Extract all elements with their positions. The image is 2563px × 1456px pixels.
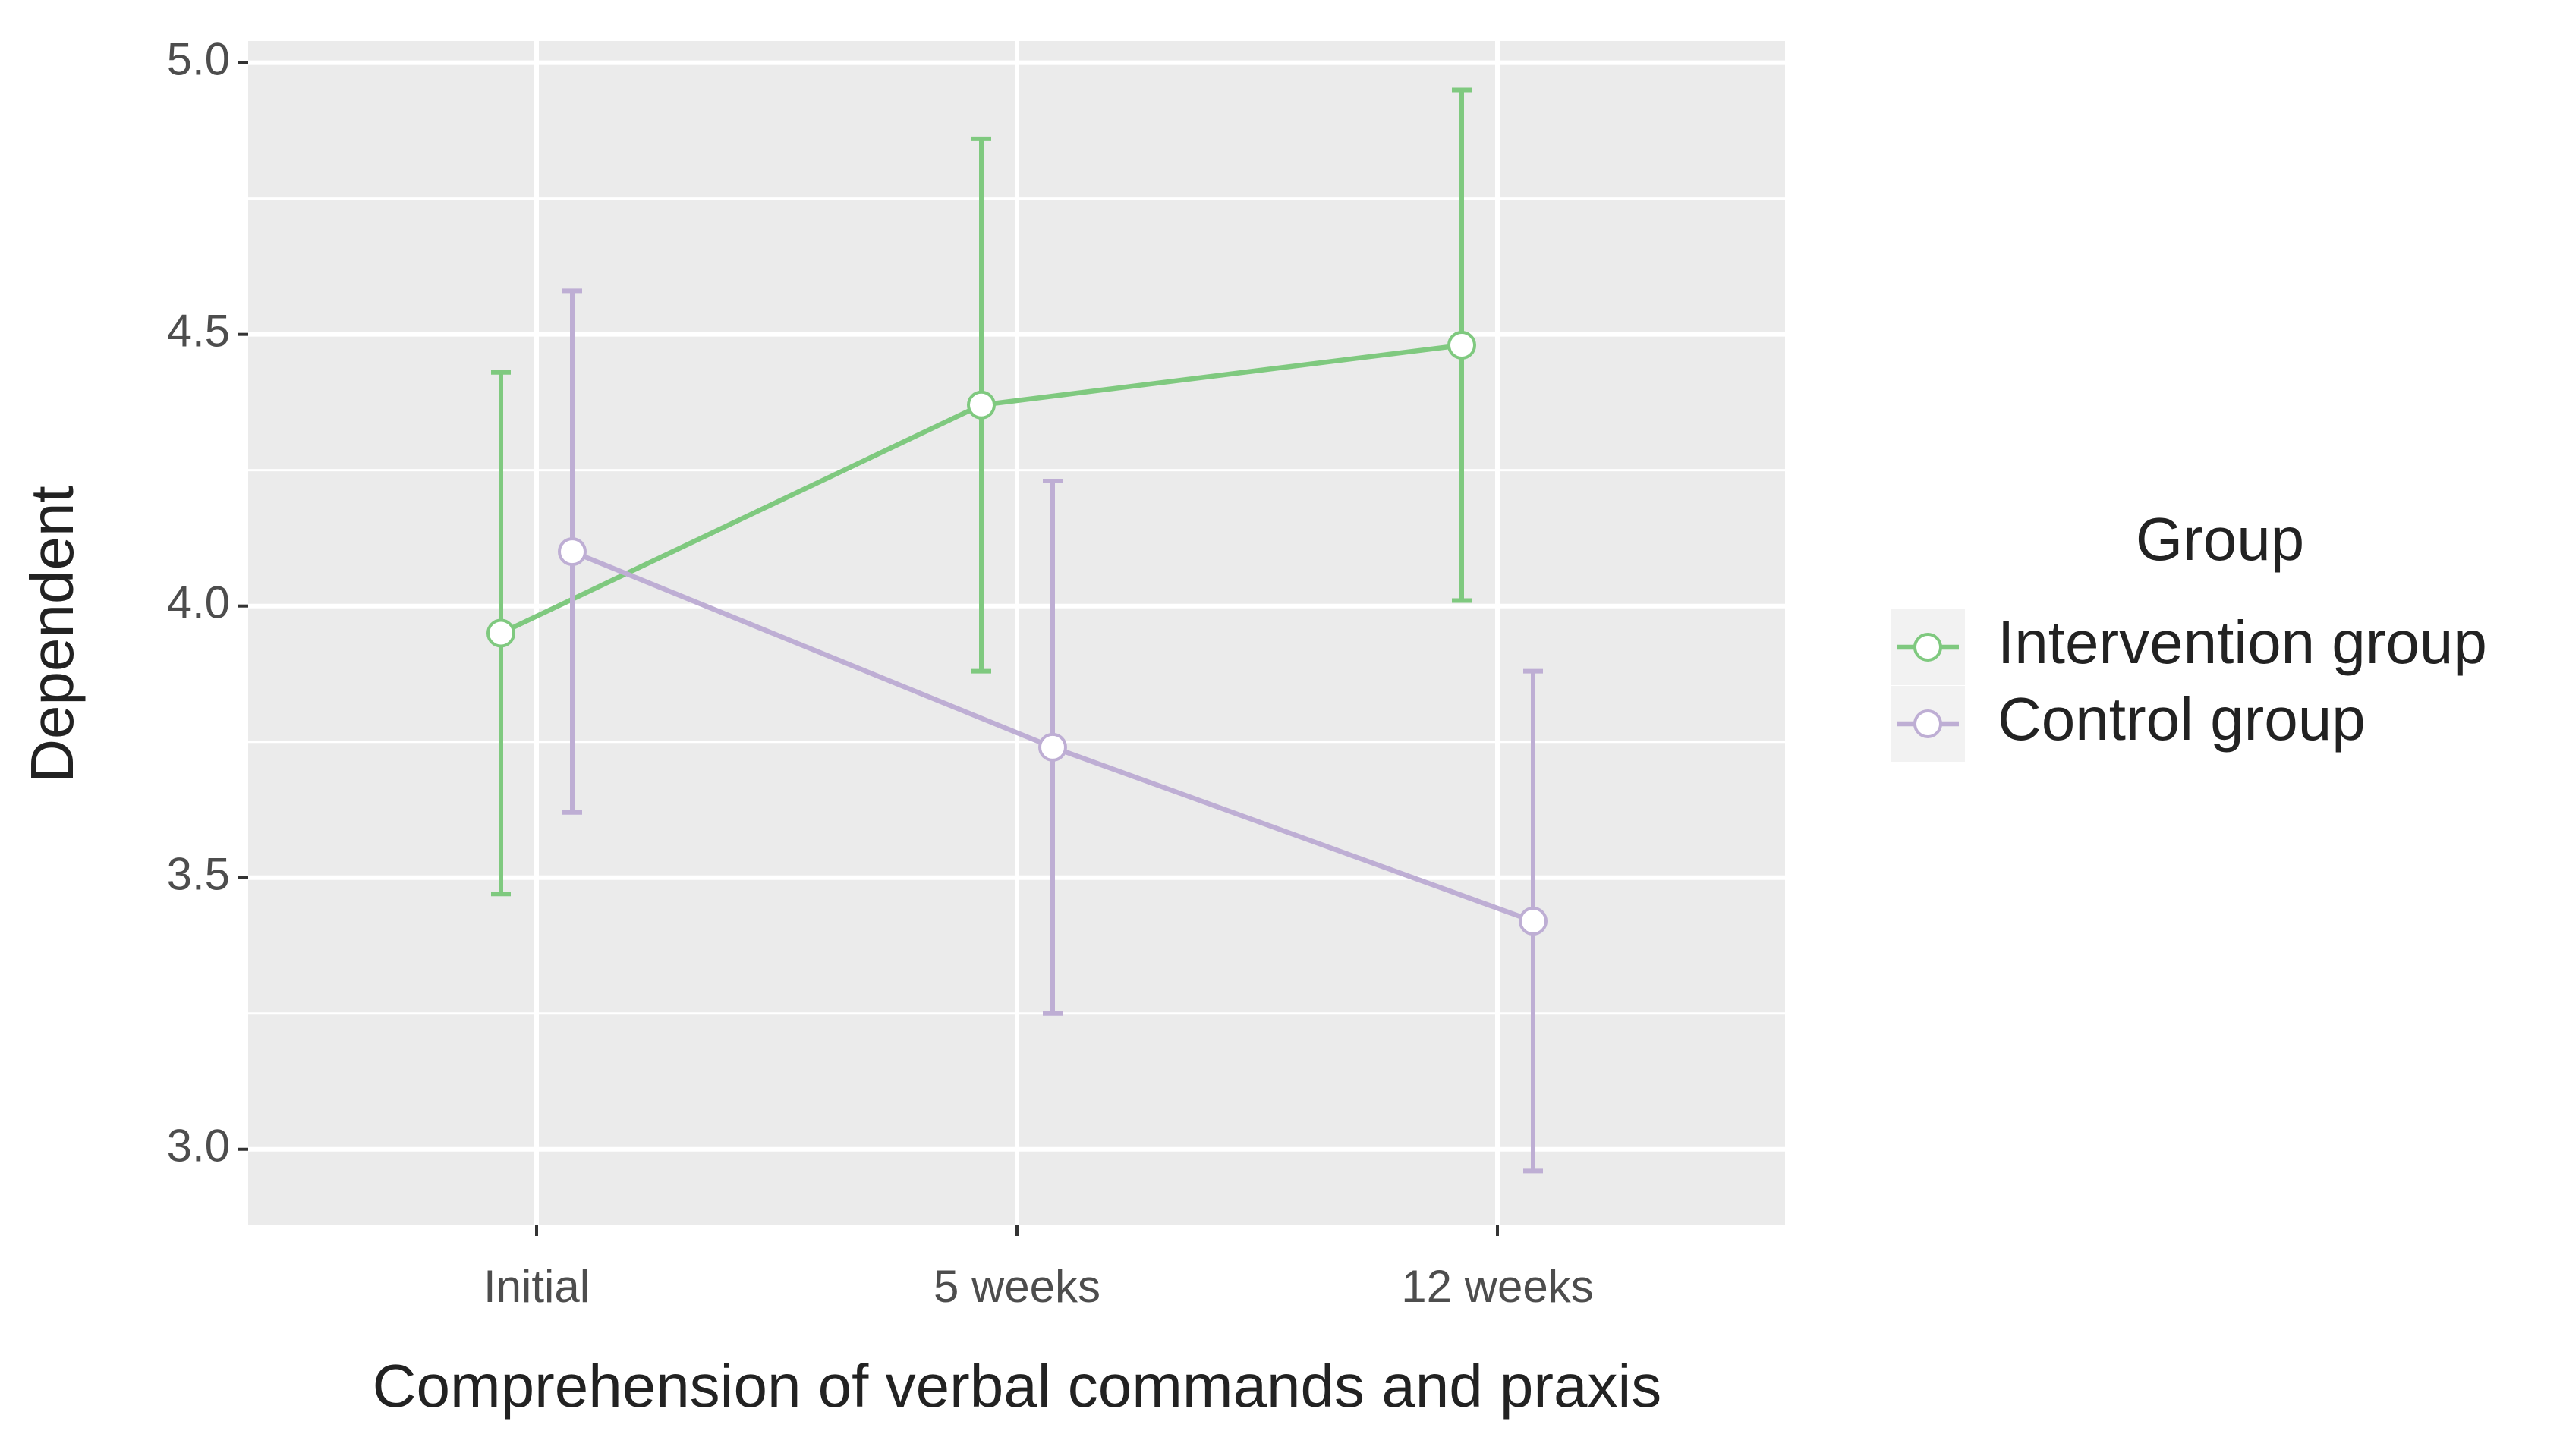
- y-tick-label: 4.5: [167, 306, 230, 357]
- legend-label: Control group: [1998, 685, 2366, 753]
- point: [558, 537, 587, 567]
- y-tick-label: 5.0: [167, 33, 230, 84]
- point: [1519, 907, 1548, 936]
- y-axis-title: Dependent: [18, 486, 86, 782]
- point: [967, 390, 996, 420]
- x-tick-label: 12 weeks: [1401, 1261, 1593, 1312]
- legend-title: Group: [2136, 505, 2304, 573]
- point: [1038, 732, 1067, 762]
- y-tick-label: 3.0: [167, 1121, 230, 1171]
- legend-label: Intervention group: [1998, 609, 2487, 676]
- x-axis-title: Comprehension of verbal commands and pra…: [373, 1352, 1662, 1420]
- y-tick-label: 4.0: [167, 577, 230, 628]
- y-tick-label: 3.5: [167, 849, 230, 900]
- x-tick-label: Initial: [483, 1261, 590, 1312]
- legend-key-point: [1913, 709, 1942, 738]
- point: [1447, 330, 1476, 360]
- point: [486, 618, 515, 648]
- legend-key-point: [1913, 633, 1942, 662]
- x-tick-label: 5 weeks: [934, 1261, 1100, 1312]
